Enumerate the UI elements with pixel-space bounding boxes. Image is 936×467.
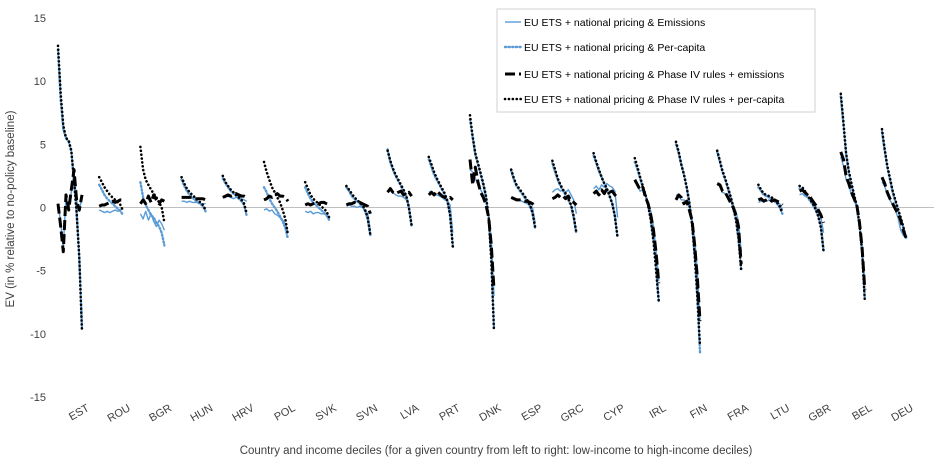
series-line-emissions-hun <box>181 200 206 205</box>
series-line-phase_percapita-pol <box>262 160 290 237</box>
x-tick-label: POL <box>272 402 297 423</box>
series-line-phase_emissions-cyp <box>592 187 619 199</box>
series-phase_percapita <box>56 44 908 348</box>
x-tick-label: BGR <box>147 402 174 424</box>
series-line-percapita-rou <box>97 183 125 217</box>
series-line-phase_percapita-fin <box>674 140 702 348</box>
series-line-percapita-esp <box>510 169 537 231</box>
x-tick-label: DEU <box>889 402 915 424</box>
series-line-phase_emissions-prt <box>427 189 454 202</box>
x-tick-label: GRC <box>559 402 586 425</box>
series-line-phase_emissions-hun <box>181 195 207 202</box>
series-line-percapita-fin <box>674 143 702 354</box>
x-tick-label: GBR <box>806 402 833 424</box>
x-tick-label: IRL <box>647 402 668 421</box>
x-tick-label: FRA <box>726 402 752 424</box>
x-tick-label: DNK <box>477 402 504 424</box>
series-line-phase_percapita-prt <box>427 155 455 248</box>
series-line-phase_percapita-hun <box>180 175 207 212</box>
series-line-phase_emissions-rou <box>98 198 124 208</box>
x-tick-label: CYP <box>602 402 628 424</box>
x-tick-label: FIN <box>688 402 709 421</box>
x-tick-label: EST <box>67 402 92 423</box>
y-tick-label: 10 <box>34 76 46 88</box>
x-tick-label: SVN <box>354 402 380 424</box>
legend: EU ETS + national pricing & Emissions EU … <box>496 8 816 113</box>
x-tick-label: LTU <box>769 402 792 422</box>
series-line-phase_emissions-dnk <box>468 159 496 290</box>
series-line-phase_percapita-est <box>56 44 84 333</box>
series-line-phase_percapita-fra <box>715 149 743 273</box>
series-line-emissions-svn <box>346 204 372 231</box>
x-tick-label: PRT <box>437 402 462 423</box>
y-tick-label: 15 <box>34 13 46 25</box>
series-line-emissions-bgr <box>139 210 166 231</box>
series-line-phase_percapita-gbr <box>798 184 825 253</box>
legend-label-phase_percapita: EU ETS + national pricing & Phase IV rul… <box>524 94 784 106</box>
series-line-emissions-bel <box>840 156 866 284</box>
series-line-phase_emissions-fra <box>716 182 743 265</box>
series-line-percapita-svk <box>304 186 331 222</box>
y-tick-label: -15 <box>30 392 46 404</box>
series-line-percapita-ltu <box>757 186 784 216</box>
x-tick-label: HRV <box>230 402 257 424</box>
series-line-phase_emissions-bel <box>839 151 867 290</box>
series-line-phase_percapita-grc <box>551 159 578 235</box>
series-line-phase_percapita-lva <box>386 149 413 227</box>
x-tick-label: HUN <box>188 402 215 424</box>
x-axis: EST ROU BGR HUN HRV POL SVK SVN LVA PRT DNK ESP GRC C… <box>67 402 916 425</box>
series-line-phase_emissions-hrv <box>222 192 248 199</box>
series-line-percapita-irl <box>633 160 660 303</box>
series-line-phase_emissions-ltu <box>757 197 784 207</box>
series-line-percapita-fra <box>716 150 743 271</box>
series-line-phase_percapita-deu <box>880 127 908 241</box>
series-line-phase_emissions-esp <box>510 196 537 208</box>
series-line-emissions-grc <box>551 187 578 214</box>
series-line-phase_emissions-svn <box>345 200 372 215</box>
y-tick-label: -10 <box>30 329 46 341</box>
x-tick-label: SVK <box>314 402 340 424</box>
series-line-phase_percapita-cyp <box>592 151 619 240</box>
legend-label-percapita: EU ETS + national pricing & Per-capita <box>524 42 705 54</box>
series-layer <box>56 44 908 354</box>
series-line-phase_percapita-bgr <box>139 145 166 224</box>
legend-label-phase_emissions: EU ETS + national pricing & Phase IV rul… <box>524 69 784 81</box>
series-line-phase_percapita-esp <box>509 168 537 229</box>
series-line-phase_percapita-svn <box>345 184 372 237</box>
y-tick-label: 5 <box>40 139 46 151</box>
series-line-phase_emissions-est <box>56 168 84 254</box>
series-line-phase_percapita-hrv <box>221 174 249 216</box>
series-line-phase_emissions-svk <box>304 200 330 207</box>
legend-box <box>496 8 816 113</box>
series-line-phase_emissions-deu <box>880 176 908 239</box>
series-line-phase_percapita-irl <box>633 156 661 304</box>
x-tick-label: BEL <box>850 402 874 423</box>
series-line-phase_emissions-fin <box>674 193 702 322</box>
series-line-phase_percapita-rou <box>97 175 125 213</box>
series-line-phase_emissions-bgr <box>139 193 166 206</box>
x-tick-label: ROU <box>106 402 133 425</box>
x-axis-title: Country and income deciles (for a given … <box>240 445 753 457</box>
y-tick-label: 0 <box>40 203 46 215</box>
y-axis: 15 10 5 0 -5 -10 -15 <box>30 13 46 404</box>
series-line-phase_emissions-lva <box>386 187 413 197</box>
series-line-phase_percapita-dnk <box>468 114 496 333</box>
series-line-phase_emissions-gbr <box>798 188 826 224</box>
y-tick-label: -5 <box>36 266 46 278</box>
series-line-phase_percapita-bel <box>839 92 867 303</box>
x-tick-label: LVA <box>398 402 421 422</box>
series-line-phase_percapita-ltu <box>757 183 784 214</box>
y-axis-title: EV (in % relative to no-policy baseline) <box>5 110 17 307</box>
series-line-phase_percapita-svk <box>303 180 331 219</box>
legend-label-emissions: EU ETS + national pricing & Emissions <box>524 17 705 29</box>
series-line-phase_emissions-grc <box>551 193 578 207</box>
x-tick-label: ESP <box>520 402 545 423</box>
